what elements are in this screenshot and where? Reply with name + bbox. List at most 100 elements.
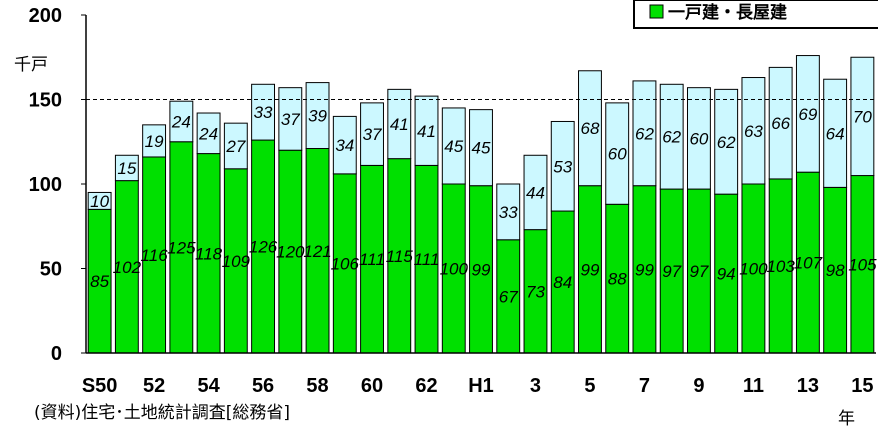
bar-segment-top-62 bbox=[414, 95, 439, 166]
data-label: 67 bbox=[499, 287, 518, 306]
bar-segment-top-S50 bbox=[87, 191, 112, 210]
data-label: 106 bbox=[331, 254, 360, 273]
bar-segment-top-11 bbox=[741, 77, 766, 185]
data-label: 100 bbox=[440, 260, 469, 279]
data-label: 64 bbox=[826, 124, 845, 143]
bar-segment-top-8 bbox=[659, 83, 684, 190]
legend-label: 一戸建・長屋建 bbox=[668, 2, 787, 23]
data-label: 88 bbox=[608, 270, 627, 289]
bar-segment-top-2 bbox=[496, 183, 521, 241]
bar-segment-top-55 bbox=[223, 122, 248, 170]
x-tick-label: 62 bbox=[415, 375, 437, 397]
y-tick-label: 0 bbox=[51, 343, 62, 365]
data-label: 62 bbox=[635, 124, 654, 143]
bar-segment-top-54 bbox=[196, 112, 221, 155]
data-label: 99 bbox=[635, 260, 654, 279]
bar-segment-top-7 bbox=[632, 80, 657, 187]
data-label: 41 bbox=[390, 115, 409, 134]
x-tick-label: S50 bbox=[82, 375, 118, 397]
x-tick-label: 52 bbox=[143, 375, 165, 397]
y-tick-label: 50 bbox=[40, 259, 62, 281]
bar-segment-top-63 bbox=[441, 107, 466, 185]
data-label: 53 bbox=[553, 157, 572, 176]
data-label: 85 bbox=[90, 272, 109, 291]
data-label: 105 bbox=[848, 255, 877, 274]
axes bbox=[85, 15, 876, 354]
data-label: 27 bbox=[225, 137, 245, 156]
legend-box bbox=[633, 0, 878, 29]
y-tick-label: 100 bbox=[29, 174, 62, 196]
bar-segment-top-15 bbox=[850, 56, 875, 177]
bar-segment-top-14 bbox=[823, 78, 848, 188]
data-label: 116 bbox=[141, 246, 169, 265]
data-label: 68 bbox=[581, 119, 600, 138]
data-label: 63 bbox=[744, 122, 763, 141]
data-label: 118 bbox=[195, 244, 223, 263]
bar-segment-top-56 bbox=[251, 83, 276, 141]
data-label: 24 bbox=[171, 112, 191, 131]
data-label: 15 bbox=[117, 159, 136, 178]
legend-swatch bbox=[649, 4, 664, 19]
x-tick-label: 7 bbox=[639, 375, 650, 397]
bar-segment-top-61 bbox=[387, 88, 412, 160]
bar-segment-top-12 bbox=[768, 66, 793, 180]
bar-segment-top-51 bbox=[114, 154, 139, 182]
data-label: 107 bbox=[794, 254, 823, 273]
bar-segment-top-H1 bbox=[469, 109, 493, 187]
data-label: 99 bbox=[581, 260, 600, 279]
data-label: 60 bbox=[608, 145, 627, 164]
x-tick-label: 58 bbox=[306, 375, 328, 397]
bar-segment-top-10 bbox=[714, 88, 739, 195]
data-label: 37 bbox=[281, 110, 300, 129]
x-tick-label: 5 bbox=[584, 375, 595, 397]
data-label: 41 bbox=[417, 122, 436, 141]
data-label: 109 bbox=[222, 252, 251, 271]
data-label: 111 bbox=[414, 250, 440, 269]
bars: 85 10 102 15 116 19 125 24 118 24 109 27 126 33 120 37 1… bbox=[87, 55, 877, 354]
data-label: 102 bbox=[113, 258, 142, 277]
data-label: 97 bbox=[689, 262, 708, 281]
bar-segment-top-60 bbox=[360, 102, 384, 166]
bar-segment-top-3 bbox=[523, 154, 548, 231]
x-tick-label: 56 bbox=[252, 375, 274, 397]
data-label: 126 bbox=[249, 238, 278, 257]
x-tick-label: 60 bbox=[361, 375, 383, 397]
data-label: 62 bbox=[662, 128, 681, 147]
x-tick-label: 11 bbox=[743, 375, 764, 397]
data-label: 66 bbox=[771, 114, 790, 133]
data-label: 45 bbox=[472, 139, 491, 158]
x-tick-label: 3 bbox=[530, 375, 541, 397]
x-tick-label: 13 bbox=[797, 375, 819, 397]
data-label: 115 bbox=[386, 247, 414, 266]
data-label: 84 bbox=[553, 273, 572, 292]
legend: 一戸建・長屋建 bbox=[633, 0, 878, 29]
data-label: 121 bbox=[303, 242, 331, 261]
x-axis-unit: 年 bbox=[838, 409, 855, 429]
y-axis-ticks: 0 50 100 150 200 bbox=[29, 5, 86, 365]
bar-segment-top-57 bbox=[278, 87, 303, 151]
data-label: 73 bbox=[526, 282, 545, 301]
x-tick-label: 9 bbox=[693, 375, 704, 397]
y-axis-unit: 千戸 bbox=[14, 55, 48, 75]
data-label: 94 bbox=[717, 265, 736, 284]
data-label: 19 bbox=[145, 132, 164, 151]
bar-segment-top-52 bbox=[142, 124, 167, 158]
bar-segment-top-6 bbox=[605, 102, 630, 205]
data-label: 34 bbox=[335, 136, 354, 155]
data-label: 10 bbox=[90, 192, 109, 211]
x-tick-label: 54 bbox=[197, 375, 220, 397]
data-label: 120 bbox=[276, 243, 305, 262]
bar-segment-top-59 bbox=[332, 115, 357, 175]
data-label: 103 bbox=[766, 257, 795, 276]
data-label: 33 bbox=[499, 203, 518, 222]
data-label: 33 bbox=[254, 103, 273, 122]
data-label: 39 bbox=[308, 107, 327, 126]
data-label: 45 bbox=[444, 137, 463, 156]
data-label: 70 bbox=[853, 107, 872, 126]
data-label: 69 bbox=[798, 105, 817, 124]
data-label: 44 bbox=[526, 183, 545, 202]
bar-segment-top-13 bbox=[795, 55, 820, 173]
data-label: 24 bbox=[198, 124, 218, 143]
y-tick-label: 150 bbox=[29, 90, 62, 112]
